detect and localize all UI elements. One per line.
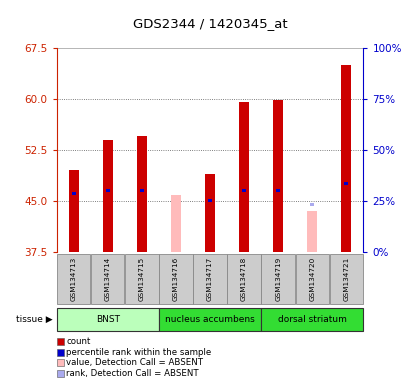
Text: GSM134717: GSM134717 xyxy=(207,257,213,301)
Bar xyxy=(205,174,215,252)
FancyBboxPatch shape xyxy=(227,255,261,304)
FancyBboxPatch shape xyxy=(296,255,329,304)
Text: GSM134720: GSM134720 xyxy=(309,257,315,301)
FancyBboxPatch shape xyxy=(330,255,363,304)
FancyBboxPatch shape xyxy=(193,255,227,304)
Bar xyxy=(273,100,283,252)
FancyBboxPatch shape xyxy=(261,308,363,331)
Text: nucleus accumbens: nucleus accumbens xyxy=(165,315,255,324)
FancyBboxPatch shape xyxy=(159,255,193,304)
Bar xyxy=(239,102,249,252)
Text: rank, Detection Call = ABSENT: rank, Detection Call = ABSENT xyxy=(66,369,199,378)
Bar xyxy=(140,189,144,192)
Text: GDS2344 / 1420345_at: GDS2344 / 1420345_at xyxy=(133,17,287,30)
Bar xyxy=(307,211,317,252)
FancyBboxPatch shape xyxy=(57,255,90,304)
Text: value, Detection Call = ABSENT: value, Detection Call = ABSENT xyxy=(66,358,203,367)
FancyBboxPatch shape xyxy=(261,255,295,304)
FancyBboxPatch shape xyxy=(125,255,159,304)
Bar xyxy=(106,189,110,192)
FancyBboxPatch shape xyxy=(91,255,124,304)
Text: percentile rank within the sample: percentile rank within the sample xyxy=(66,348,212,357)
Text: BNST: BNST xyxy=(96,315,120,324)
Text: GSM134716: GSM134716 xyxy=(173,257,179,301)
Text: tissue ▶: tissue ▶ xyxy=(16,315,52,324)
Bar xyxy=(242,189,246,192)
Bar xyxy=(310,202,314,205)
Bar xyxy=(276,189,280,192)
Text: GSM134721: GSM134721 xyxy=(343,257,349,301)
Text: GSM134715: GSM134715 xyxy=(139,257,145,301)
Bar xyxy=(344,182,349,185)
Text: GSM134719: GSM134719 xyxy=(275,257,281,301)
Bar xyxy=(208,199,212,202)
Text: GSM134718: GSM134718 xyxy=(241,257,247,301)
Bar xyxy=(69,170,79,252)
Bar xyxy=(103,140,113,252)
FancyBboxPatch shape xyxy=(159,308,261,331)
Bar xyxy=(137,136,147,252)
Bar xyxy=(71,192,76,195)
FancyBboxPatch shape xyxy=(57,308,159,331)
Text: dorsal striatum: dorsal striatum xyxy=(278,315,346,324)
Text: GSM134714: GSM134714 xyxy=(105,257,111,301)
Text: GSM134713: GSM134713 xyxy=(71,257,77,301)
Bar xyxy=(341,65,351,252)
Bar xyxy=(171,195,181,252)
Text: count: count xyxy=(66,337,91,346)
